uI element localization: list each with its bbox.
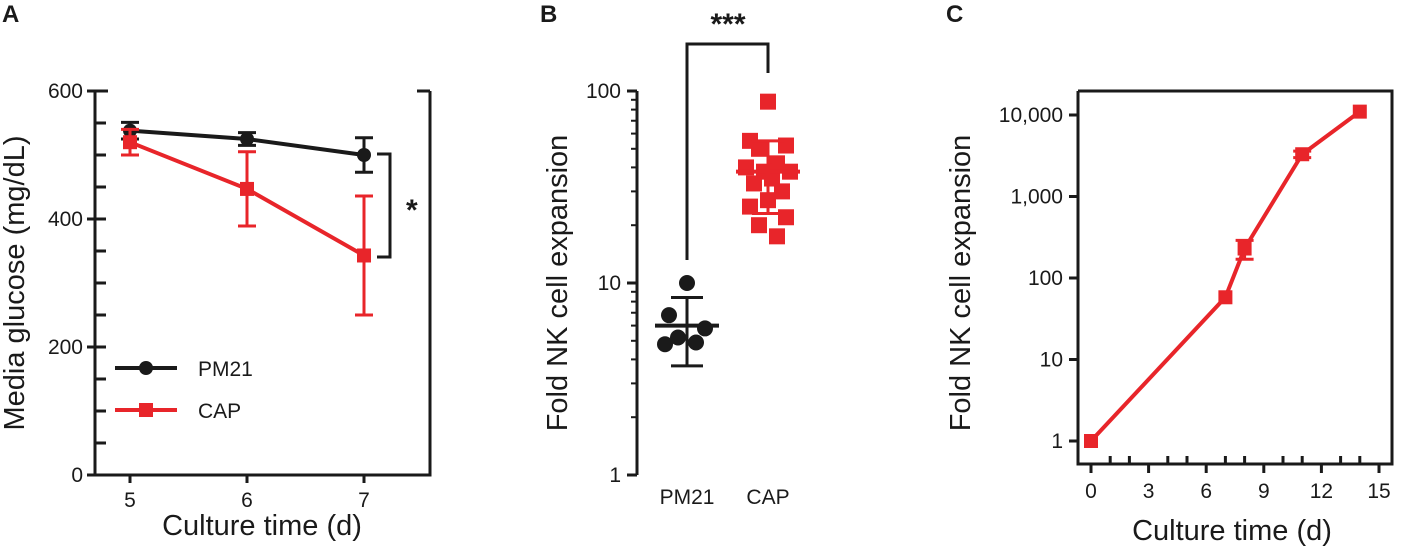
- panel-a-ytick-label: 0: [71, 464, 83, 487]
- panel-b-sig-marker: ***: [710, 8, 745, 41]
- panel-a-xtick-label: 5: [124, 489, 136, 512]
- panel-c-xtick-label: 0: [1085, 480, 1097, 503]
- panel-a-legend: PM21 CAP: [115, 358, 253, 423]
- panel-c-ytick-label: 10,000: [999, 104, 1063, 127]
- panel-a-ylabel: Media glucose (mg/dL): [0, 136, 31, 431]
- panel-a-sig-bracket: [377, 152, 392, 259]
- panel-c-frame: [1076, 89, 1394, 466]
- panel-c-ticks: 1 10 100 1,000 10,000 0 3 6 9 12 15: [999, 104, 1391, 503]
- panel-b-plot: PM21 CAP: [655, 93, 800, 509]
- panel-b-ytick-label: 10: [598, 272, 621, 295]
- panel-b-point-cap: [746, 175, 762, 192]
- legend-marker-pm21: [139, 361, 153, 375]
- panel-b-point-cap: [751, 140, 767, 157]
- panel-a-ytick-label: 600: [48, 80, 83, 103]
- panel-a-ytick-label: 200: [48, 336, 83, 359]
- panel-b-ytick-label: 1: [609, 464, 621, 487]
- panel-c-point-cap: [1295, 147, 1310, 162]
- panel-a-ytick-label: 400: [48, 208, 83, 231]
- panel-b-point-pm21: [688, 334, 704, 351]
- panel-a-point-pm21: [240, 132, 254, 146]
- panel-a-plot: [121, 120, 373, 317]
- panel-c-plot: [1084, 104, 1367, 448]
- panel-a-axes: 0 200 400 600 5 6 7: [48, 80, 432, 512]
- panel-c-xtick-label: 9: [1258, 480, 1270, 503]
- panel-b-point-cap: [778, 209, 794, 226]
- panel-b-sig-bracket: [685, 42, 770, 260]
- panel-b-ticks: 1 10 100: [586, 80, 637, 487]
- panel-a-xtick-label: 7: [358, 489, 370, 512]
- panel-a-xtick-label: 6: [241, 489, 253, 512]
- panel-a-point-cap: [123, 135, 137, 150]
- panel-c-ytick-label: 100: [1028, 267, 1063, 290]
- panel-b-point-cap: [751, 217, 767, 234]
- panel-c-xlabel: Culture time (d): [1132, 515, 1332, 547]
- panel-a-point-pm21: [357, 148, 371, 162]
- panel-c-line-cap: [1089, 110, 1361, 443]
- panel-c-point-cap: [1084, 434, 1098, 448]
- panel-c-point-cap: [1352, 104, 1367, 119]
- panel-c-point-cap: [1237, 241, 1252, 256]
- panel-b-point-pm21: [657, 336, 673, 353]
- panel-c-point-cap: [1218, 290, 1233, 305]
- panel-c-xtick-label: 12: [1310, 480, 1333, 503]
- panel-c-xtick-label: 3: [1143, 480, 1155, 503]
- panel-c-ytick-label: 10: [1040, 349, 1063, 372]
- panel-b-point-cap: [769, 228, 785, 245]
- panel-a-xlabel: Culture time (d): [162, 510, 362, 542]
- legend-label-cap: CAP: [198, 400, 241, 423]
- panel-b-category-label: PM21: [660, 486, 715, 509]
- panel-c-letter: C: [946, 1, 963, 28]
- panel-b-point-cap: [774, 183, 790, 200]
- legend-label-pm21: PM21: [198, 358, 253, 381]
- panel-a-sig-marker: *: [406, 194, 418, 227]
- panel-b-category-label: CAP: [746, 486, 789, 509]
- panel-a-letter: A: [2, 1, 19, 28]
- panel-a-ticks: 0 200 400 600 5 6 7: [48, 80, 370, 512]
- panel-b-point-cap: [760, 93, 776, 110]
- panel-c-xtick-label: 6: [1200, 480, 1212, 503]
- panel-c-xtick-label: 15: [1367, 480, 1390, 503]
- panel-b-ytick-label: 100: [586, 80, 621, 103]
- panel-a-significance: *: [377, 152, 418, 259]
- panel-a-point-cap: [240, 181, 254, 196]
- panel-a-point-cap: [357, 248, 371, 263]
- panel-b-ylabel: Fold NK cell expansion: [542, 135, 574, 432]
- panel-b-point-cap: [742, 198, 758, 215]
- panel-a: A 0 200 400 600 5 6 7 Media glucose (mg/dL) Cu…: [0, 1, 432, 542]
- panel-c-ytick-label: 1,000: [1010, 186, 1063, 209]
- panel-b-point-cap: [769, 155, 785, 172]
- panel-a-minor-ticks: [95, 89, 430, 445]
- panel-c: C 1 10 100 1,000 10,000 0 3 6 9 12 15 Fold NK cell…: [945, 1, 1394, 547]
- panel-b-axes: 1 10 100: [586, 80, 639, 487]
- panel-b-significance: ***: [685, 8, 770, 260]
- panel-b-point-pm21: [679, 275, 695, 291]
- panel-b-point-pm21: [661, 307, 677, 324]
- panel-c-ylabel: Fold NK cell expansion: [945, 135, 977, 432]
- panel-c-axes: 1 10 100 1,000 10,000 0 3 6 9 12 15: [999, 89, 1394, 503]
- panel-b-point-pm21: [670, 329, 686, 346]
- panel-c-ytick-label: 1: [1051, 430, 1063, 453]
- panel-b-letter: B: [540, 1, 557, 28]
- panel-b-point-pm21: [697, 320, 713, 337]
- legend-marker-cap: [139, 403, 153, 417]
